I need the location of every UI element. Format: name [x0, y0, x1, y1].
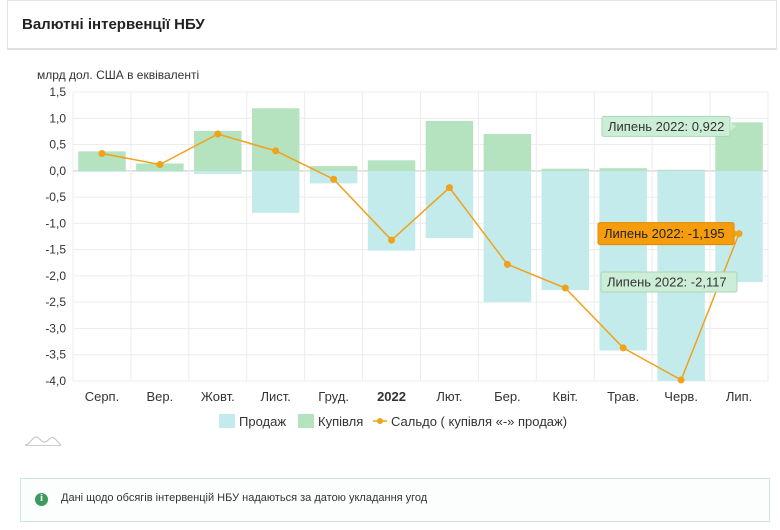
y-tick-label: -0,5	[45, 190, 66, 204]
balance-point[interactable]	[156, 161, 164, 169]
info-note: i Дані щодо обсягів інтервенцій НБУ нада…	[20, 478, 770, 522]
sales-bar[interactable]	[194, 170, 242, 174]
legend-label-sales[interactable]: Продаж	[239, 414, 286, 429]
balance-point[interactable]	[735, 230, 743, 238]
annotations: Липень 2022: 0,922 Липень 2022: -1,195 Лип…	[597, 115, 738, 293]
sales-bar[interactable]	[251, 170, 300, 213]
balance-point[interactable]	[388, 236, 396, 244]
intervention-chart: млрд дол. США в еквіваленті 1,5 1,0 0,5 0,0…	[37, 68, 769, 429]
purchase-bar[interactable]	[599, 168, 647, 171]
balance-line-path	[101, 133, 740, 382]
tooltip-balance-text: Липень 2022: -1,195	[604, 226, 725, 241]
y-tick-label: 1,0	[49, 111, 66, 125]
purchase-bar[interactable]	[309, 166, 358, 171]
chart-header: Валютні інтервенції НБУ	[7, 0, 777, 50]
legend-swatch-sales[interactable]	[219, 414, 235, 428]
tooltip-purchase-pointer	[730, 121, 736, 132]
balance-point[interactable]	[214, 130, 222, 138]
x-tick-label: Квіт.	[553, 389, 579, 404]
purchase-bar[interactable]	[194, 130, 242, 171]
x-tick-label: Трав.	[607, 389, 639, 404]
purchase-bar[interactable]	[657, 169, 705, 171]
purchase-bar[interactable]	[483, 134, 532, 171]
tooltip-purchase-text: Липень 2022: 0,922	[608, 119, 724, 134]
sales-bar[interactable]	[483, 170, 532, 303]
mini-chart-icon[interactable]	[24, 433, 62, 447]
balance-point[interactable]	[98, 149, 106, 157]
tooltip-sales-text: Липень 2022: -2,117	[607, 275, 727, 290]
y-tick-label: -2,0	[45, 269, 66, 283]
x-tick-label: Груд.	[318, 389, 349, 404]
y-axis-label: млрд дол. США в еквіваленті	[37, 68, 199, 82]
legend-swatch-purchases[interactable]	[298, 414, 314, 428]
balance-point[interactable]	[330, 175, 338, 183]
legend-label-balance[interactable]: Сальдо ( купівля «-» продаж)	[391, 414, 567, 429]
grid	[72, 91, 769, 382]
info-icon: i	[35, 493, 48, 506]
balance-point[interactable]	[561, 284, 569, 292]
x-tick-label: Лип.	[726, 389, 752, 404]
x-tick-label: Жовт.	[201, 389, 235, 404]
chart-title: Валютні інтервенції НБУ	[22, 16, 205, 33]
x-tick-label: Вер.	[147, 389, 174, 404]
tooltip-purchase: Липень 2022: 0,922	[601, 115, 736, 137]
purchase-bar[interactable]	[425, 120, 474, 171]
y-ticks: 1,5 1,0 0,5 0,0 -0,5 -1,0 -1,5 -2,0 -2,5 -3,0 -3,5…	[45, 85, 66, 388]
y-tick-label: -2,5	[45, 295, 66, 309]
tooltip-balance: Липень 2022: -1,195	[597, 222, 738, 246]
purchase-bar[interactable]	[541, 168, 590, 171]
tooltip-balance-pointer	[734, 228, 738, 239]
y-tick-label: 0,5	[49, 138, 66, 152]
balance-point[interactable]	[272, 147, 280, 155]
balance-line	[98, 130, 743, 384]
balance-point[interactable]	[503, 260, 511, 268]
balance-point[interactable]	[677, 376, 685, 384]
balance-point[interactable]	[619, 344, 627, 352]
tooltip-sales: Липень 2022: -2,117	[600, 271, 738, 293]
purchase-bar[interactable]	[251, 108, 300, 171]
purchase-bar[interactable]	[367, 160, 416, 171]
legend-swatch-balance-dot[interactable]	[377, 418, 383, 424]
sales-bar[interactable]	[136, 170, 184, 172]
legend-label-purchases[interactable]: Купівля	[318, 414, 363, 429]
legend: Продаж Купівля Сальдо ( купівля «-» продаж…	[219, 414, 567, 429]
sales-bar[interactable]	[541, 170, 590, 291]
x-ticks: Серп. Вер. Жовт. Лист. Груд. 2022 Лют. Бер. Квіт…	[85, 389, 753, 404]
sales-bar[interactable]	[425, 170, 474, 239]
y-tick-label: 1,5	[49, 85, 66, 99]
y-tick-label: -3,0	[45, 321, 66, 335]
x-tick-label: 2022	[377, 389, 406, 404]
y-tick-label: -1,0	[45, 216, 66, 230]
y-tick-label: -4,0	[45, 374, 66, 388]
y-tick-label: -1,5	[45, 243, 66, 257]
bars	[78, 108, 763, 381]
x-tick-label: Бер.	[494, 389, 521, 404]
info-note-text: Дані щодо обсягів інтервенцій НБУ надают…	[61, 492, 428, 504]
balance-point[interactable]	[445, 184, 453, 192]
sales-bar[interactable]	[599, 170, 647, 351]
y-tick-label: 0,0	[49, 164, 66, 178]
x-tick-label: Лют.	[436, 389, 462, 404]
x-tick-label: Серп.	[85, 389, 120, 404]
y-tick-label: -3,5	[45, 348, 66, 362]
x-tick-label: Черв.	[664, 389, 698, 404]
sales-bar[interactable]	[78, 170, 126, 172]
x-tick-label: Лист.	[260, 389, 290, 404]
